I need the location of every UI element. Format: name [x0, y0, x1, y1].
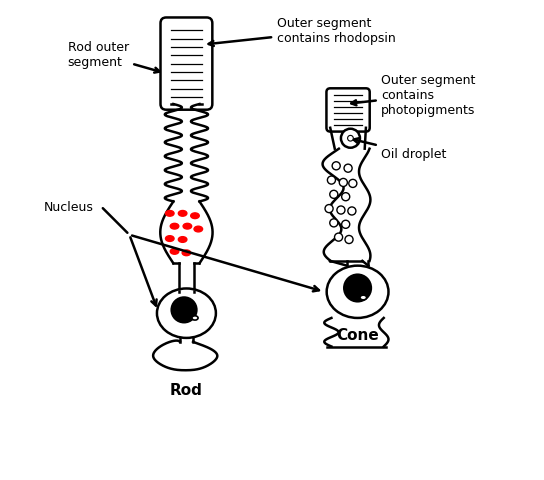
Ellipse shape: [192, 316, 198, 321]
Circle shape: [332, 162, 340, 170]
Circle shape: [344, 165, 352, 173]
Ellipse shape: [183, 224, 191, 229]
Circle shape: [172, 298, 196, 323]
Circle shape: [348, 136, 353, 142]
Text: Outer segment
contains rhodopsin: Outer segment contains rhodopsin: [208, 17, 395, 47]
Text: Rod outer
segment: Rod outer segment: [67, 41, 159, 73]
Ellipse shape: [360, 296, 367, 300]
Ellipse shape: [191, 214, 199, 219]
Ellipse shape: [194, 227, 202, 232]
Ellipse shape: [178, 237, 187, 243]
Circle shape: [325, 205, 333, 213]
Circle shape: [327, 177, 336, 185]
Circle shape: [345, 236, 353, 244]
Circle shape: [349, 180, 357, 188]
Text: Cone: Cone: [336, 328, 379, 343]
FancyBboxPatch shape: [160, 18, 212, 110]
Circle shape: [330, 219, 338, 228]
FancyBboxPatch shape: [326, 89, 370, 132]
Circle shape: [335, 234, 343, 241]
Polygon shape: [153, 341, 217, 371]
Circle shape: [342, 221, 350, 229]
Ellipse shape: [170, 249, 179, 255]
Text: Oil droplet: Oil droplet: [354, 139, 447, 161]
Circle shape: [341, 130, 360, 148]
Ellipse shape: [182, 251, 191, 256]
Ellipse shape: [165, 236, 174, 242]
Circle shape: [348, 207, 356, 216]
Ellipse shape: [178, 211, 187, 217]
Circle shape: [337, 206, 345, 215]
Circle shape: [339, 179, 348, 187]
Circle shape: [344, 275, 371, 301]
Ellipse shape: [327, 266, 388, 318]
Ellipse shape: [157, 289, 216, 338]
Ellipse shape: [165, 211, 174, 217]
Circle shape: [342, 193, 350, 201]
Text: Rod: Rod: [170, 383, 203, 397]
Circle shape: [330, 191, 338, 199]
Text: Nucleus: Nucleus: [44, 200, 94, 213]
Ellipse shape: [170, 224, 179, 229]
Text: Outer segment
contains
photopigments: Outer segment contains photopigments: [351, 74, 475, 117]
